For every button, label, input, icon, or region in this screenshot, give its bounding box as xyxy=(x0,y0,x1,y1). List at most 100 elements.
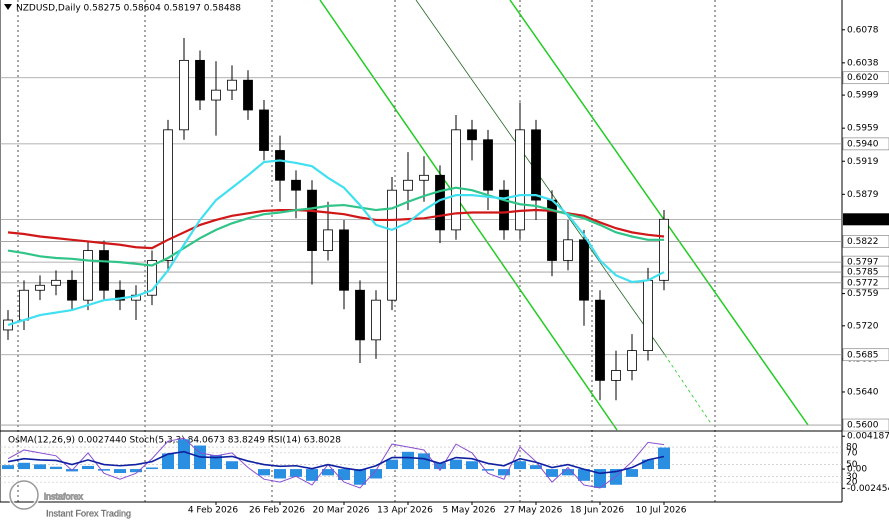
histogram-bar xyxy=(514,461,526,470)
x-tick-label: 4 Feb 2026 xyxy=(188,506,239,516)
histogram-bar xyxy=(306,469,318,481)
candle-body xyxy=(531,129,541,201)
level-label: 0.6020 xyxy=(847,73,879,83)
y-tick-label: 0.6078 xyxy=(847,25,879,35)
candle-body xyxy=(51,279,61,286)
y2-tick-label: 70 xyxy=(846,448,858,458)
histogram-bar xyxy=(450,459,462,470)
histogram-bar xyxy=(162,453,174,470)
histogram-bar xyxy=(402,451,414,470)
candle-body xyxy=(387,189,397,301)
candle-body xyxy=(339,229,349,291)
y-tick-label: 0.5919 xyxy=(847,157,879,167)
y-tick-label: 0.6038 xyxy=(847,58,879,68)
x-tick-label: 20 Mar 2026 xyxy=(312,506,369,516)
y-tick-label: 0.0041876 xyxy=(847,432,889,442)
histogram-bar xyxy=(482,469,494,471)
histogram-bar xyxy=(50,466,62,470)
current-price-box xyxy=(843,213,889,226)
candle-body xyxy=(419,174,429,181)
level-label: 0.5785 xyxy=(847,268,879,278)
level-label: 0.5600 xyxy=(847,421,879,431)
histogram-bar xyxy=(626,469,638,477)
candle-body xyxy=(579,239,589,301)
candle-body xyxy=(35,284,45,291)
indicator-title: OsMA(12,26,9) 0.0027440 Stoch(5,3,3) 84.… xyxy=(8,436,341,446)
y-tick-label: 0.5999 xyxy=(847,91,879,101)
x-tick-label: 10 Jul 2026 xyxy=(636,506,687,516)
candle-body xyxy=(115,289,125,301)
candle-body xyxy=(275,150,285,181)
y-tick-label: 0.5640 xyxy=(847,387,879,397)
x-tick-label: 13 Apr 2026 xyxy=(377,506,433,516)
candle-body xyxy=(643,279,653,352)
candle-body xyxy=(243,79,253,111)
x-tick-label: 18 Jun 2026 xyxy=(570,506,624,516)
candle-body xyxy=(323,229,333,251)
y-tick-label: -0.002454 xyxy=(847,484,889,494)
candle-body xyxy=(467,129,477,141)
histogram-bar xyxy=(2,465,14,470)
level-label: 0.5772 xyxy=(847,278,879,288)
histogram-bar xyxy=(434,462,446,470)
candle-body xyxy=(515,129,525,231)
candle-body xyxy=(563,239,573,261)
level-label: 0.5940 xyxy=(847,139,879,149)
watermark-logo-ring xyxy=(9,480,39,510)
y-tick-label: 0.5959 xyxy=(847,124,879,134)
y2-tick-label: 20 xyxy=(846,478,858,488)
histogram-bar xyxy=(130,469,142,473)
level-label-box xyxy=(842,418,889,432)
candle-body xyxy=(595,299,605,381)
candle-body xyxy=(611,370,621,381)
candle-body xyxy=(195,59,205,101)
histogram-bar xyxy=(146,467,158,470)
y2-tick-label: 50 xyxy=(846,460,858,470)
histogram-bar xyxy=(386,459,398,470)
candle-body xyxy=(83,250,93,301)
histogram-bar xyxy=(466,461,478,470)
x-tick-label: 27 May 2026 xyxy=(504,506,563,516)
level-label-box xyxy=(842,235,889,248)
candle-body xyxy=(211,89,221,101)
candle-body xyxy=(19,289,29,321)
histogram-bar xyxy=(370,469,382,479)
x-tick-label: 26 Feb 2026 xyxy=(249,506,305,516)
histogram-bar xyxy=(258,469,270,476)
histogram-bar xyxy=(82,465,94,470)
candle-body xyxy=(499,189,509,231)
y-tick-label: 0.5759 xyxy=(847,289,879,299)
candle-body xyxy=(451,129,461,231)
histogram-bar xyxy=(530,465,542,470)
menu-arrow[interactable] xyxy=(4,4,12,10)
candle-body xyxy=(483,139,493,191)
candle-body xyxy=(307,189,317,251)
candle-body xyxy=(627,350,637,371)
level-label-box xyxy=(842,276,889,290)
candle-body xyxy=(163,129,173,261)
histogram-bar xyxy=(290,469,302,477)
histogram-bar xyxy=(354,469,366,485)
watermark: instaforex Instant Forex Trading xyxy=(8,479,131,519)
histogram-bar xyxy=(274,469,286,479)
candle-body xyxy=(3,319,13,331)
candle-body xyxy=(179,59,189,131)
histogram-bar xyxy=(226,461,238,470)
histogram-bar xyxy=(418,453,430,470)
watermark-slogan: Instant Forex Trading xyxy=(46,508,131,518)
watermark-brand: instaforex xyxy=(44,491,84,501)
oscillator-line xyxy=(7,437,665,489)
level-label-box xyxy=(842,71,889,85)
level-label-box xyxy=(842,348,889,362)
histogram-bar xyxy=(498,469,510,476)
histogram-bar xyxy=(658,447,670,470)
histogram-bar xyxy=(562,469,574,476)
y-tick-label: 0.00 xyxy=(847,465,867,475)
level-label: 0.5822 xyxy=(847,237,879,247)
level-label-box xyxy=(842,137,889,151)
histogram-bar xyxy=(338,469,350,481)
x-tick-label: 5 May 2026 xyxy=(443,506,496,516)
candle-body xyxy=(403,179,413,191)
chart-title: NZDUSD,Daily 0.58275 0.58604 0.58197 0.5… xyxy=(16,4,241,14)
